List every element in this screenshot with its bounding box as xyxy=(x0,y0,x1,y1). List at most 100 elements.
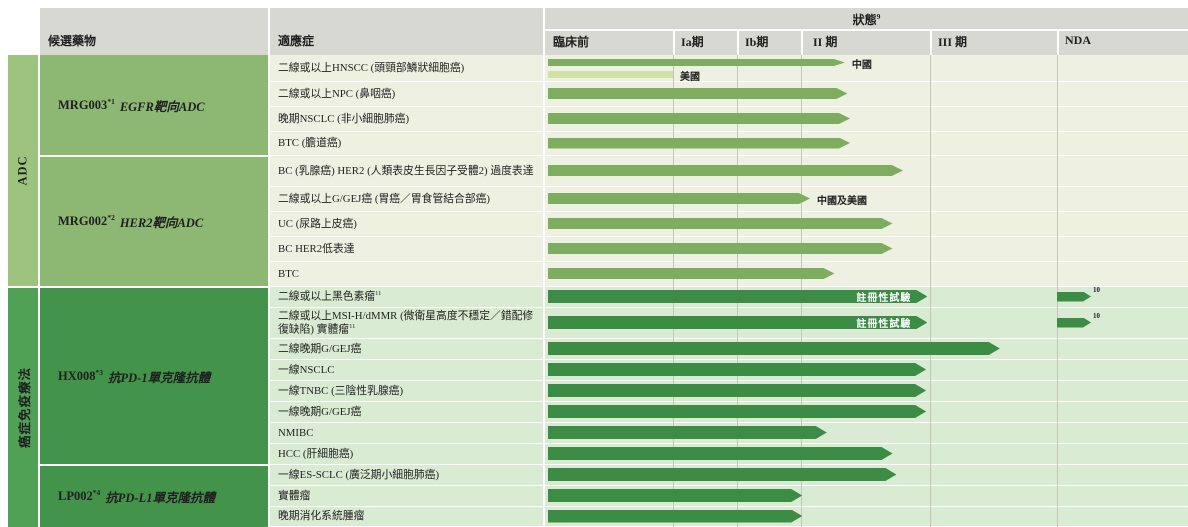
pipeline-bar xyxy=(548,426,827,439)
indication-cell: 二線或以上G/GEJ癌 (胃癌／胃食管結合部癌) xyxy=(270,187,543,212)
separator-strip-drug xyxy=(38,55,40,527)
pipeline-bar xyxy=(548,243,893,254)
drug-cell-mrg002: MRG002*2 HER2靶向ADC xyxy=(40,157,268,286)
grid-line xyxy=(1057,55,1058,527)
separator-drug-rows-2 xyxy=(40,464,268,466)
region-label: 美國 xyxy=(680,71,700,83)
pipeline-bar xyxy=(548,384,926,397)
indication-cell: 一線晚期G/GEJ癌 xyxy=(270,402,543,423)
footnote-sup: 11 xyxy=(375,290,382,298)
pipeline-bar xyxy=(548,468,896,481)
header-phase-separator xyxy=(930,30,932,55)
indication-cell: 二線晚期G/GEJ癌 xyxy=(270,339,543,360)
footnote-sup: 11 xyxy=(349,322,356,330)
pipeline-bar xyxy=(548,165,903,176)
indication-label: 一線NSCLC xyxy=(278,363,335,376)
phase-header-3: III 期 xyxy=(938,35,968,49)
header-phase-separator xyxy=(673,30,675,55)
pipeline-bar: 註冊性試驗 xyxy=(548,290,927,303)
column-header-indication: 適應症 xyxy=(278,34,315,48)
pipeline-bar xyxy=(548,70,673,78)
drug-cell-mrg003: MRG003*1 EGFR靶向ADC xyxy=(40,55,268,155)
pipeline-bar: 註冊性試驗 xyxy=(548,316,927,329)
separator-drug-indication xyxy=(268,8,270,527)
indication-label: UC (尿路上皮癌) xyxy=(278,217,357,230)
nda-footnote-sup: 10 xyxy=(1093,285,1101,294)
indication-cell: NMIBC xyxy=(270,423,543,444)
pipeline-bar xyxy=(548,405,926,418)
indication-cell: 實體瘤 xyxy=(270,486,543,507)
indication-cell: BC HER2低表達 xyxy=(270,237,543,262)
indication-label: BTC (膽道癌) xyxy=(278,137,342,150)
column-header-status: 狀態9 xyxy=(852,12,881,27)
phase-header-1b: Ib期 xyxy=(745,35,769,49)
indication-cell: 二線或以上黑色素瘤11 xyxy=(270,287,543,308)
pipeline-bar xyxy=(548,138,850,149)
column-header-candidate-drug: 候選藥物 xyxy=(48,34,97,48)
indication-label: 實體瘤 xyxy=(278,489,311,502)
indication-label: 一線ES-SCLC (廣泛期小細胞肺癌) xyxy=(278,468,440,481)
indication-label: 二線或以上NPC (鼻咽癌) xyxy=(278,87,396,100)
header-phase-separator xyxy=(1057,30,1059,55)
indication-label: BC HER2低表達 xyxy=(278,242,355,255)
table-header xyxy=(40,8,1188,55)
pipeline-bar xyxy=(548,342,1000,355)
grid-line xyxy=(930,55,931,527)
indication-label: 晚期NSCLC (非小細胞肺癌) xyxy=(278,112,410,125)
nda-arrow xyxy=(1057,292,1091,302)
pipeline-bar xyxy=(548,447,893,460)
phase-header-2: II 期 xyxy=(813,35,838,49)
indication-cell: 二線或以上NPC (鼻咽癌) xyxy=(270,82,543,107)
indication-label: 二線晚期G/GEJ癌 xyxy=(278,342,362,355)
indication-label: 一線TNBC (三陰性乳腺癌) xyxy=(278,384,404,397)
phase-header-preclinical: 臨床前 xyxy=(553,35,590,49)
indication-label: NMIBC xyxy=(278,426,314,439)
nda-footnote-sup: 10 xyxy=(1093,311,1101,320)
header-phase-separator xyxy=(801,30,803,55)
status-footnote-sup: 9 xyxy=(876,12,881,21)
pipeline-bar xyxy=(548,510,802,523)
indication-cell: BC (乳腺癌) HER2 (人類表皮生長因子受體2) 過度表達 xyxy=(270,156,543,187)
indication-cell: BTC xyxy=(270,262,543,287)
indication-label: BTC xyxy=(278,267,299,280)
indication-cell: 一線NSCLC xyxy=(270,360,543,381)
section-label-adc: ADC xyxy=(8,55,38,286)
pipeline-bar xyxy=(548,59,845,66)
registrational-trial-label: 註冊性試驗 xyxy=(856,319,912,330)
separator-status-subheader xyxy=(545,29,1188,31)
drug-cell-lp002: LP002*4 抗PD-L1單克隆抗體 xyxy=(40,466,268,527)
pipeline-bar xyxy=(548,363,926,376)
pipeline-bar xyxy=(548,218,893,229)
drug-cell-hx008: HX008*3 抗PD-1單克隆抗體 xyxy=(40,288,268,464)
registrational-trial-label: 註冊性試驗 xyxy=(856,293,912,304)
pipeline-bar xyxy=(548,88,847,99)
indication-cell: 二線或以上MSI-H/dMMR (微衛星高度不穩定／錯配修復缺陷) 實體瘤11 xyxy=(270,308,543,339)
indication-label: 二線或以上HNSCC (頭頸部鱗狀細胞癌) xyxy=(278,61,465,74)
pipeline-bar xyxy=(548,113,850,124)
separator-drug-rows-1 xyxy=(40,155,268,157)
indication-cell: UC (尿路上皮癌) xyxy=(270,212,543,237)
indication-label: 二線或以上MSI-H/dMMR (微衛星高度不穩定／錯配修復缺陷) 實體瘤11 xyxy=(278,309,534,336)
indication-cell: 二線或以上HNSCC (頭頸部鱗狀細胞癌) xyxy=(270,55,543,82)
section-label-immunotherapy: 癌症免疫療法 xyxy=(8,288,38,527)
separator-section xyxy=(8,286,268,288)
header-phase-separator xyxy=(737,30,739,55)
indication-label: 晚期消化系統腫瘤 xyxy=(278,510,365,523)
region-label: 中國及美國 xyxy=(817,196,868,207)
indication-cell: 一線TNBC (三陰性乳腺癌) xyxy=(270,381,543,402)
phase-header-nda: NDA xyxy=(1065,33,1091,47)
nda-arrow xyxy=(1057,318,1091,328)
indication-label: 一線晚期G/GEJ癌 xyxy=(278,405,362,418)
indication-label: BC (乳腺癌) HER2 (人類表皮生長因子受體2) 過度表達 xyxy=(278,164,534,177)
indication-cell: 一線ES-SCLC (廣泛期小細胞肺癌) xyxy=(270,465,543,486)
indication-cell: 晚期消化系統腫瘤 xyxy=(270,507,543,527)
indication-label: 二線或以上G/GEJ癌 (胃癌／胃食管結合部癌) xyxy=(278,192,491,205)
region-label: 中國 xyxy=(851,60,872,71)
indication-label: HCC (肝細胞癌) xyxy=(278,447,354,460)
pipeline-bar xyxy=(548,489,802,502)
pipeline-bar xyxy=(548,268,835,279)
separator-indication-status xyxy=(543,8,545,527)
phase-header-1a: Ia期 xyxy=(681,35,704,49)
pipeline-bar xyxy=(548,193,810,204)
